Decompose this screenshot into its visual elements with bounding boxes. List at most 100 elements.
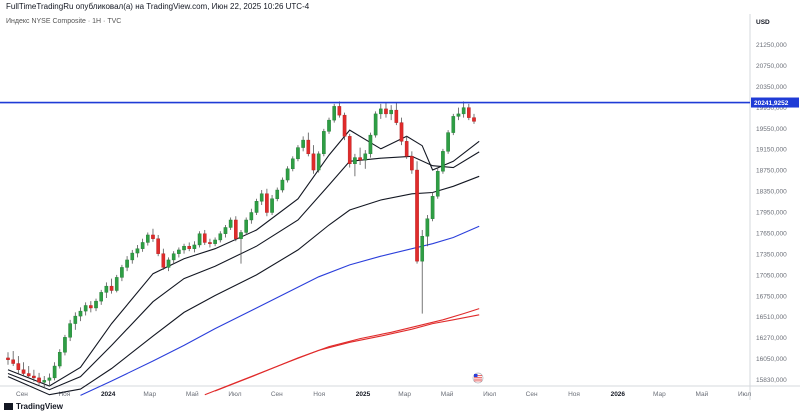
candle-body: [425, 218, 430, 237]
level-price-tag: [751, 97, 799, 108]
candle-body: [358, 157, 362, 161]
time-tick-label: Ноя: [313, 391, 325, 398]
candle-body: [404, 141, 409, 157]
symbol-legend: Индекс NYSE Composite · 1Н · TVC: [6, 18, 122, 25]
candle-body: [99, 292, 104, 302]
time-tick-label: Мар: [653, 391, 666, 398]
candle-body: [47, 377, 52, 381]
moving-average-line: [7, 129, 480, 387]
candle-body: [342, 114, 347, 137]
candle-body: [332, 106, 337, 121]
candle-body: [140, 242, 145, 249]
candle-body: [125, 259, 129, 268]
candle-body: [26, 373, 31, 377]
candle-body: [166, 259, 171, 268]
candle-body: [177, 249, 181, 254]
candle-body: [228, 219, 233, 228]
candle-body: [456, 113, 461, 117]
time-tick-label: 2024: [101, 391, 116, 398]
candle-body: [161, 253, 166, 268]
candle-body: [301, 139, 305, 148]
candle-body: [322, 131, 326, 155]
candle-body: [78, 310, 83, 317]
candle-body: [94, 300, 98, 309]
time-tick-label: Сен: [16, 391, 28, 398]
candle-body: [394, 109, 399, 123]
candle-body: [223, 227, 228, 234]
candle-body: [182, 245, 186, 251]
price-tick-label: 16050,000: [756, 356, 787, 363]
candle-body: [316, 153, 321, 171]
price-tick-label: 16750,000: [756, 293, 787, 300]
price-tick-label: 15830,000: [756, 377, 787, 384]
candle-body: [109, 285, 114, 291]
currency-label: USD: [756, 19, 770, 26]
candle-body: [37, 377, 41, 383]
chart-area[interactable]: USD 21250,000 20750,000 20350,000 19950,000 1…: [0, 14, 800, 400]
footer: TradingView: [0, 400, 800, 416]
candle-body: [296, 147, 300, 160]
candlestick-chart[interactable]: USD 21250,000 20750,000 20350,000 19950,000 1…: [0, 14, 800, 400]
moving-average-line: [214, 308, 480, 392]
candle-body: [6, 357, 10, 360]
time-tick-label: Сен: [271, 391, 283, 398]
price-tick-label: 21250,000: [756, 42, 787, 49]
candle-body: [327, 119, 331, 132]
price-tick-label: 20350,000: [756, 84, 787, 91]
time-tick-label: 2025: [356, 391, 371, 398]
candle-body: [311, 153, 316, 171]
candle-body: [441, 151, 445, 172]
candle-body: [270, 198, 274, 213]
tradingview-mark-icon: [4, 403, 13, 410]
time-tick-label: Мар: [398, 391, 411, 398]
candle-body: [446, 132, 450, 152]
price-tick-label: 16510,000: [756, 314, 787, 321]
candle-body: [234, 219, 238, 239]
candle-body: [89, 305, 93, 309]
candle-body: [353, 157, 357, 165]
time-tick-label: Ноя: [58, 391, 70, 398]
time-tick-label: Сен: [526, 391, 538, 398]
time-tick-label: Июл: [228, 391, 241, 398]
moving-average-line: [80, 225, 480, 396]
time-tick-label: 2026: [611, 391, 626, 398]
candle-body: [32, 375, 36, 379]
price-tick-label: 20750,000: [756, 63, 787, 70]
candle-body: [461, 107, 466, 115]
candle-body: [259, 193, 264, 202]
tradingview-logo: TradingView: [4, 402, 63, 411]
candle-body: [373, 113, 378, 136]
candle-body: [42, 380, 47, 383]
candle-body: [187, 245, 192, 249]
candle-body: [435, 171, 440, 197]
candle-body: [21, 369, 26, 374]
candle-body: [171, 253, 176, 261]
candle-body: [239, 232, 243, 239]
price-tick-label: 19150,000: [756, 147, 787, 154]
published-by-text: FullTimeTradingRu опубликовал(а) на Trad…: [6, 2, 310, 11]
candle-body: [151, 234, 155, 239]
price-tick-label: 17050,000: [756, 272, 787, 279]
candle-body: [83, 305, 88, 312]
candle-body: [472, 117, 476, 122]
candle-body: [52, 365, 57, 379]
price-tick-label: 17650,000: [756, 230, 787, 237]
candle-body: [451, 116, 456, 133]
moving-average-line: [7, 151, 480, 391]
level-price-label: 20241,9252: [754, 100, 789, 107]
price-tick-label: 17350,000: [756, 251, 787, 258]
candle-body: [249, 212, 254, 221]
candle-body: [337, 106, 342, 116]
candle-body: [363, 153, 368, 161]
flag-canton: [474, 374, 478, 377]
candle-body: [378, 108, 383, 115]
price-tick-label: 17950,000: [756, 210, 787, 217]
time-tick-label: Май: [441, 390, 454, 398]
time-tick-label: Ноя: [568, 391, 580, 398]
moving-average-line: [7, 175, 480, 396]
price-tick-label: 18350,000: [756, 189, 787, 196]
candle-body: [192, 244, 197, 249]
candle-body: [467, 107, 471, 118]
candle-body: [104, 285, 109, 293]
candle-body: [306, 139, 311, 155]
